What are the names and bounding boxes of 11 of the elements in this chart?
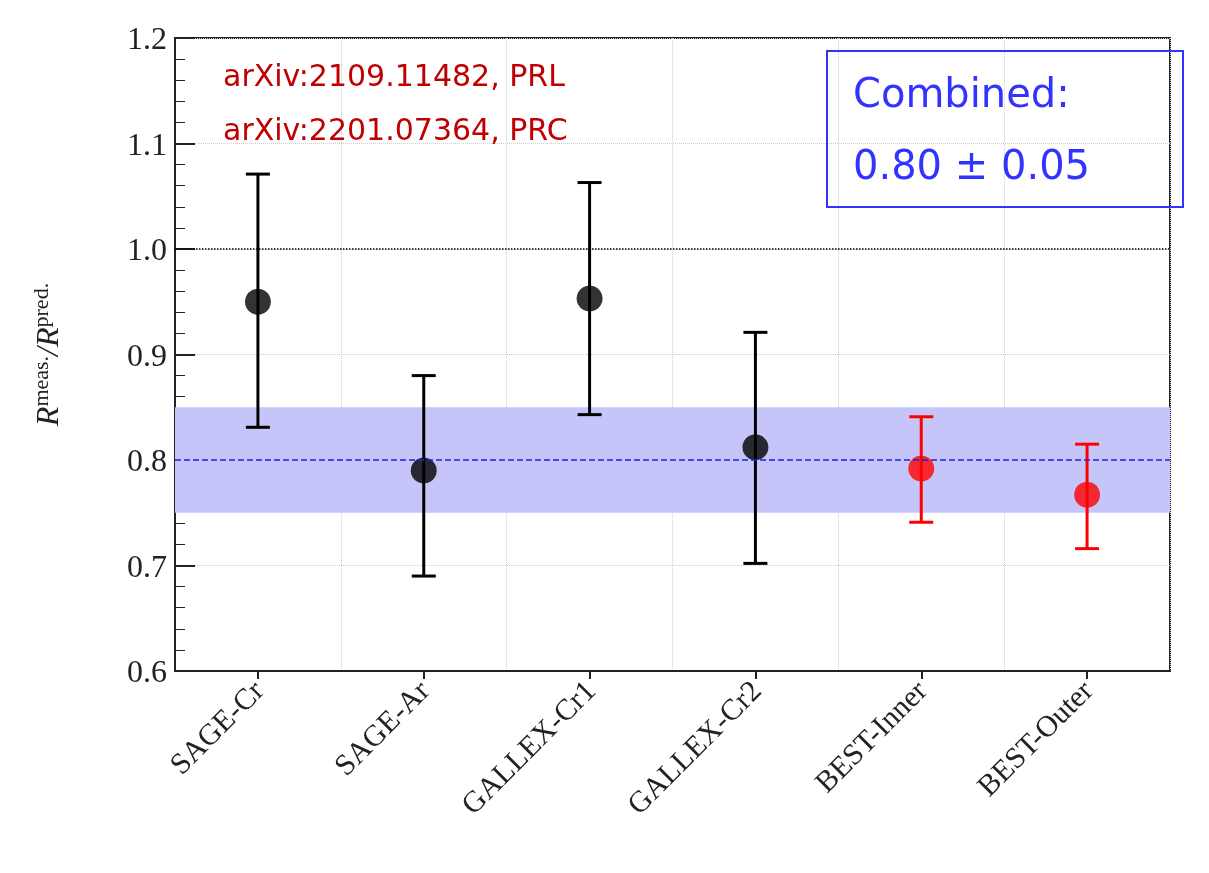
y-tick-label: 0.7 <box>127 547 167 584</box>
annotation: arXiv:2201.07364, PRC <box>223 111 568 147</box>
y-tick-label: 0.8 <box>127 442 167 478</box>
y-tick-label: 1.0 <box>127 231 167 267</box>
y-tick-label: 0.9 <box>127 336 167 373</box>
y-tick-label: 1.2 <box>127 20 167 56</box>
annotation: Combined: 0.80 ± 0.05 <box>853 70 1091 188</box>
y-tick-label: 1.1 <box>127 125 167 162</box>
y-tick-label: 0.6 <box>127 653 167 689</box>
annotation: arXiv:2109.11482, PRL <box>223 57 566 93</box>
y-axis-title: Rmeas./Rpred. <box>27 282 65 428</box>
